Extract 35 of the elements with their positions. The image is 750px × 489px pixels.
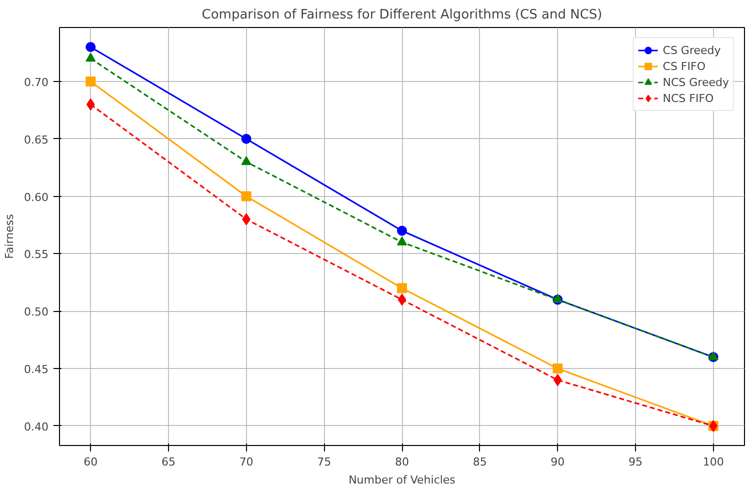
y-tick-label: 0.55 bbox=[24, 248, 49, 262]
point bbox=[241, 156, 252, 165]
x-tick-label: 70 bbox=[239, 456, 254, 468]
x-tick-label: 60 bbox=[84, 456, 98, 468]
point bbox=[86, 42, 96, 52]
chart-title: Comparison of Fairness for Different Algorithms (CS and NCS) bbox=[202, 8, 602, 22]
y-tick-label: 0.50 bbox=[24, 306, 49, 319]
legend-label: CS FIFO bbox=[662, 58, 706, 74]
y-axis-title: Fairness bbox=[3, 214, 16, 259]
point bbox=[241, 134, 252, 144]
y-tick-label: 0.60 bbox=[24, 190, 49, 204]
x-axis-title: Number of Vehicles bbox=[348, 474, 456, 486]
x-tick-label: 80 bbox=[395, 456, 409, 468]
point bbox=[398, 294, 406, 306]
x-tick-label: 85 bbox=[472, 456, 487, 468]
y-tick-label: 0.40 bbox=[24, 420, 49, 434]
legend-label: CS Greedy bbox=[662, 42, 721, 58]
point bbox=[241, 191, 252, 202]
x-tick-label: 90 bbox=[550, 456, 565, 468]
point bbox=[86, 98, 95, 110]
legend-label: NCS FIFO bbox=[662, 90, 714, 106]
point bbox=[397, 226, 407, 236]
point bbox=[86, 52, 96, 62]
y-tick-label: 0.70 bbox=[24, 76, 49, 89]
legend-label: NCS Greedy bbox=[662, 74, 729, 90]
x-tick-label: 65 bbox=[161, 456, 176, 468]
x-tick-label: 100 bbox=[702, 456, 724, 468]
point bbox=[397, 283, 407, 294]
y-tick-label: 0.45 bbox=[24, 363, 49, 376]
y-tick-label: 0.65 bbox=[24, 133, 49, 146]
point bbox=[397, 236, 407, 246]
x-tick-label: 75 bbox=[317, 456, 332, 468]
x-tick-label: 95 bbox=[628, 456, 643, 468]
point bbox=[86, 76, 96, 86]
point bbox=[552, 364, 563, 374]
